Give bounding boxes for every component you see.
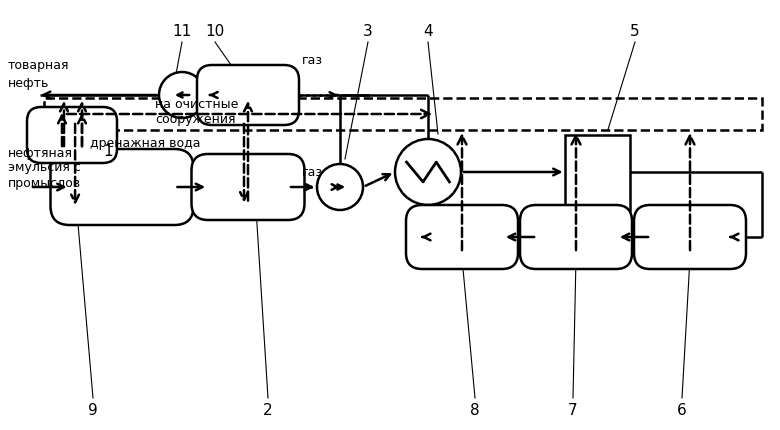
Text: 3: 3 [363, 24, 373, 38]
Text: нефтяная: нефтяная [8, 146, 73, 159]
Text: дренажная вода: дренажная вода [90, 136, 200, 149]
Text: эмульсия с: эмульсия с [8, 161, 81, 174]
Text: 2: 2 [263, 402, 273, 418]
Text: сооружения: сооружения [155, 112, 236, 125]
FancyBboxPatch shape [634, 206, 746, 269]
Circle shape [395, 140, 461, 206]
Text: 9: 9 [88, 402, 98, 418]
Text: товарная: товарная [8, 59, 69, 72]
FancyBboxPatch shape [192, 155, 304, 221]
FancyBboxPatch shape [197, 66, 299, 126]
Bar [44, 99, 762, 131]
Text: 7: 7 [568, 402, 578, 418]
Text: на очистные: на очистные [155, 98, 239, 111]
FancyBboxPatch shape [51, 150, 193, 225]
Circle shape [317, 165, 363, 211]
Text: 11: 11 [172, 24, 192, 38]
Text: 4: 4 [424, 24, 433, 38]
Text: 6: 6 [677, 402, 687, 418]
Text: 10: 10 [205, 24, 225, 38]
Bar [566, 135, 630, 210]
Text: 5: 5 [630, 24, 640, 38]
Text: 8: 8 [470, 402, 480, 418]
FancyBboxPatch shape [406, 206, 518, 269]
Text: газ: газ [302, 166, 323, 179]
Text: нефть: нефть [8, 76, 49, 89]
Text: газ: газ [302, 54, 323, 68]
Text: 1: 1 [103, 143, 113, 158]
FancyBboxPatch shape [520, 206, 632, 269]
Text: промыслов: промыслов [8, 176, 81, 189]
Circle shape [159, 73, 205, 119]
FancyBboxPatch shape [27, 108, 117, 164]
